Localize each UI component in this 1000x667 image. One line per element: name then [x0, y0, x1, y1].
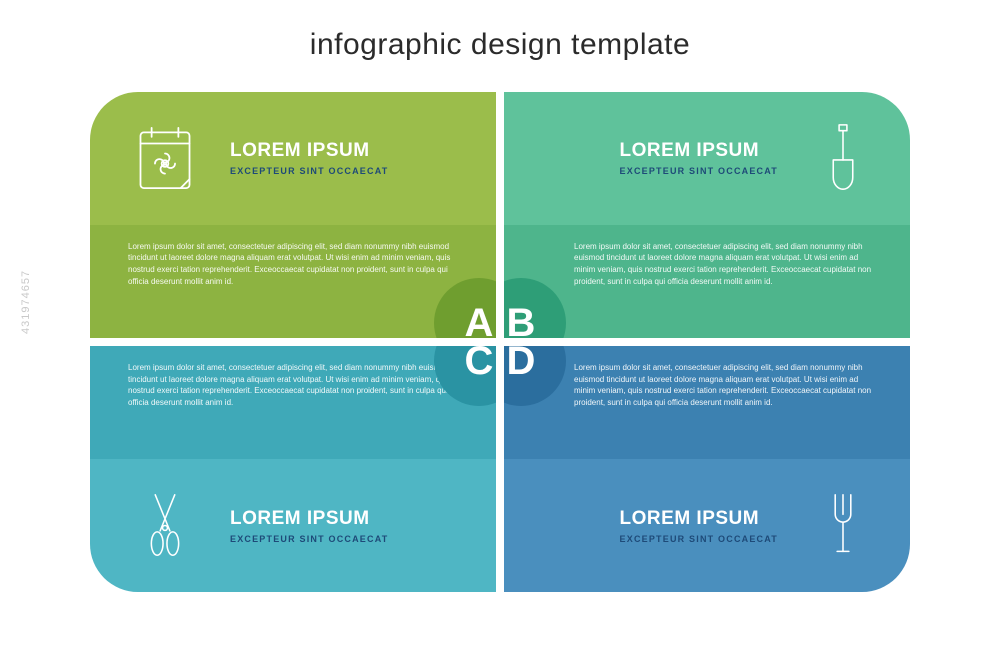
- card-b: LOREM IPSUM EXCEPTEUR SINT OCCAECAT Lore…: [504, 92, 910, 338]
- card-a-top: LOREM IPSUM EXCEPTEUR SINT OCCAECAT: [90, 92, 496, 225]
- card-d-heading: LOREM IPSUM: [620, 508, 778, 530]
- page-title: infographic design template: [0, 28, 1000, 62]
- card-a-heading-block: LOREM IPSUM EXCEPTEUR SINT OCCAECAT: [230, 140, 388, 176]
- pitchfork-icon: [806, 489, 880, 563]
- card-c-heading-block: LOREM IPSUM EXCEPTEUR SINT OCCAECAT: [230, 508, 388, 544]
- card-b-sub: EXCEPTEUR SINT OCCAECAT: [620, 166, 778, 176]
- watermark-id: 431974657: [20, 269, 32, 333]
- card-grid: LOREM IPSUM EXCEPTEUR SINT OCCAECAT Lore…: [90, 92, 910, 592]
- card-a-sub: EXCEPTEUR SINT OCCAECAT: [230, 166, 388, 176]
- card-d-bot: LOREM IPSUM EXCEPTEUR SINT OCCAECAT: [504, 459, 910, 592]
- card-d-heading-block: LOREM IPSUM EXCEPTEUR SINT OCCAECAT: [620, 508, 778, 544]
- shovel-icon: [806, 121, 880, 195]
- card-c-body: Lorem ipsum dolor sit amet, consectetuer…: [128, 362, 458, 408]
- card-d-sub: EXCEPTEUR SINT OCCAECAT: [620, 534, 778, 544]
- card-c-sub: EXCEPTEUR SINT OCCAECAT: [230, 534, 388, 544]
- card-b-top: LOREM IPSUM EXCEPTEUR SINT OCCAECAT: [504, 92, 910, 225]
- card-a: LOREM IPSUM EXCEPTEUR SINT OCCAECAT Lore…: [90, 92, 496, 338]
- card-c-bot: LOREM IPSUM EXCEPTEUR SINT OCCAECAT: [90, 459, 496, 592]
- card-c: Lorem ipsum dolor sit amet, consectetuer…: [90, 346, 496, 592]
- card-a-heading: LOREM IPSUM: [230, 140, 388, 162]
- card-d-body: Lorem ipsum dolor sit amet, consectetuer…: [574, 362, 872, 408]
- calendar-flower-icon: [128, 121, 202, 195]
- card-d: Lorem ipsum dolor sit amet, consectetuer…: [504, 346, 910, 592]
- infographic-root: infographic design template 431974657 L: [0, 0, 1000, 667]
- card-a-body: Lorem ipsum dolor sit amet, consectetuer…: [128, 241, 458, 287]
- shears-icon: [128, 489, 202, 563]
- card-b-body: Lorem ipsum dolor sit amet, consectetuer…: [574, 241, 872, 287]
- card-b-heading: LOREM IPSUM: [620, 140, 778, 162]
- card-c-heading: LOREM IPSUM: [230, 508, 388, 530]
- card-b-heading-block: LOREM IPSUM EXCEPTEUR SINT OCCAECAT: [620, 140, 778, 176]
